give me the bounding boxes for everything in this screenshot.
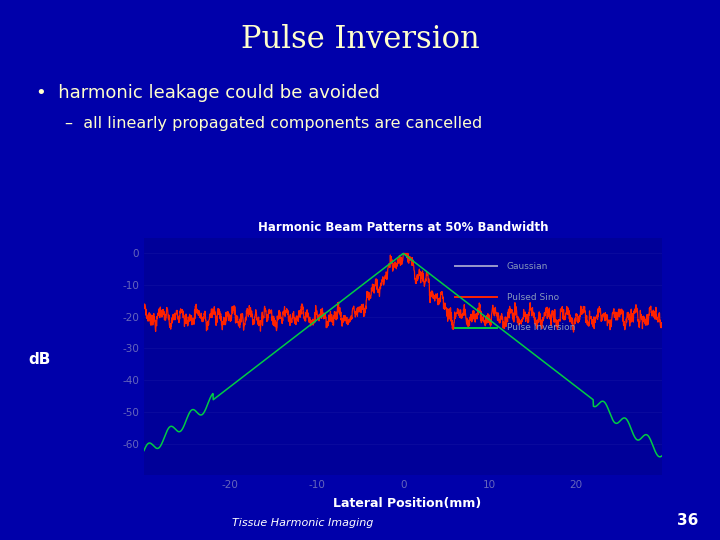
Text: Pulse Inversion: Pulse Inversion xyxy=(507,323,575,333)
Text: 36: 36 xyxy=(677,513,698,528)
Text: Pulsed Sino: Pulsed Sino xyxy=(507,293,559,301)
Text: dB: dB xyxy=(28,352,51,367)
Title: Harmonic Beam Patterns at 50% Bandwidth: Harmonic Beam Patterns at 50% Bandwidth xyxy=(258,221,549,234)
Text: Tissue Harmonic Imaging: Tissue Harmonic Imaging xyxy=(232,518,373,528)
Text: –  all linearly propagated components are cancelled: – all linearly propagated components are… xyxy=(65,116,482,131)
Text: Lateral Position(mm): Lateral Position(mm) xyxy=(333,497,481,510)
Text: Gaussian: Gaussian xyxy=(507,261,548,271)
Text: •  harmonic leakage could be avoided: • harmonic leakage could be avoided xyxy=(36,84,380,102)
Text: Pulse Inversion: Pulse Inversion xyxy=(240,24,480,55)
